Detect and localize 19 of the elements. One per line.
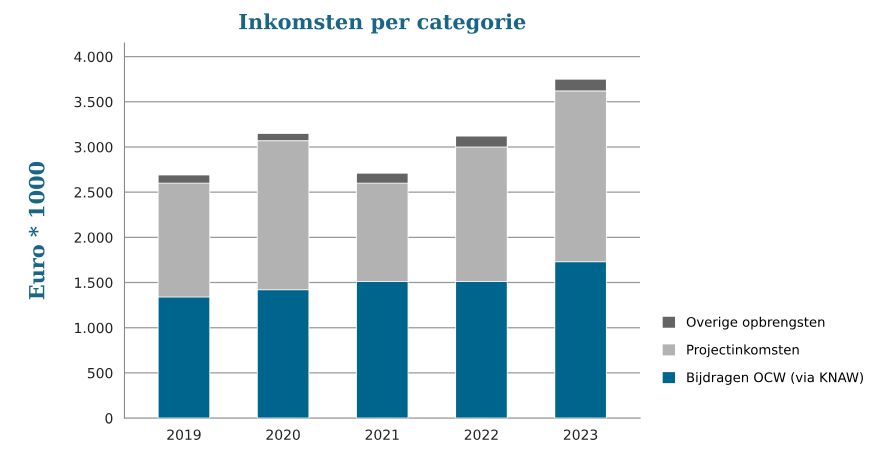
y-tick-label: 0 [105, 413, 112, 424]
x-tick-label: 2020 [266, 429, 300, 440]
y-axis-title: Euro * 1000 [28, 162, 45, 300]
y-tick-label: 1.500 [75, 278, 112, 288]
x-tick-label: 2023 [564, 429, 598, 440]
x-tick-label: 2021 [366, 429, 399, 440]
x-tick-label: 2022 [464, 429, 498, 440]
chart-title: Inkomsten per categorie [239, 13, 526, 34]
legend-label: Projectinkomsten [687, 344, 799, 358]
x-tick-label: 2019 [167, 429, 201, 440]
y-tick-label: 3.000 [74, 142, 112, 152]
legend-label: Bijdragen OCW (via KNAW) [687, 372, 863, 385]
legend-label: Overige opbrengsten [686, 316, 824, 330]
y-tick-label: 1.000 [75, 322, 112, 334]
y-tick-label: 2.000 [74, 232, 112, 243]
y-tick-label: 3.500 [74, 96, 112, 108]
y-tick-label: 2.500 [74, 187, 112, 198]
y-tick-label: 4.000 [74, 52, 112, 62]
y-tick-label: 500 [88, 368, 112, 378]
